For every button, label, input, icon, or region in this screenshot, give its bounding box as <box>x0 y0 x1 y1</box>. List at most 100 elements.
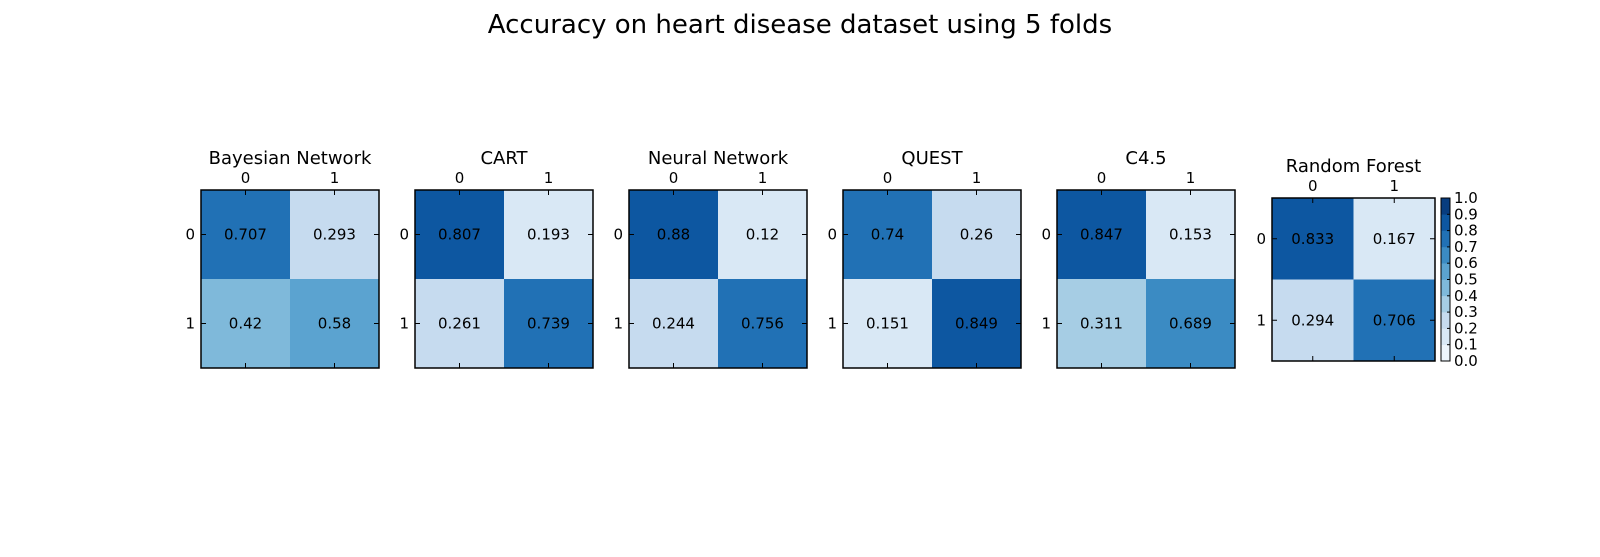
y-tick-label: 0 <box>185 226 195 244</box>
y-tick-label: 0 <box>1256 230 1266 248</box>
cell-value-label: 0.151 <box>866 315 909 333</box>
colorbar: 0.00.10.20.30.40.50.60.70.80.91.0 <box>1440 189 1478 370</box>
cell-value-label: 0.88 <box>657 226 690 244</box>
heatmap-quest: 0.74 0.26 0.151 0.849 0 1 0 1 QUEST <box>827 148 1022 369</box>
heatmap-frame <box>414 189 594 369</box>
colorbar-tick-label: 1.0 <box>1454 189 1478 207</box>
cell-value-label: 0.58 <box>318 315 351 333</box>
figure-title: Accuracy on heart disease dataset using … <box>488 10 1112 40</box>
colorbar-tick-label: 0.1 <box>1454 336 1478 354</box>
heatmap-cell <box>290 279 379 368</box>
heatmap-cell <box>932 190 1021 279</box>
colorbar-tick-label: 0.2 <box>1454 319 1478 337</box>
heatmap-frame <box>200 189 380 369</box>
y-tick-label: 1 <box>613 315 623 333</box>
heatmap-title: QUEST <box>901 148 963 169</box>
x-tick-label: 0 <box>883 169 893 187</box>
cell-value-label: 0.739 <box>527 315 570 333</box>
heatmap-title: Bayesian Network <box>209 148 372 169</box>
heatmap-c4-5: 0.847 0.153 0.311 0.689 0 1 0 1 C4.5 <box>1041 148 1236 369</box>
colorbar-segment <box>1441 230 1450 248</box>
colorbar-segment <box>1441 263 1450 280</box>
colorbar-tick-label: 0.3 <box>1454 303 1478 321</box>
cell-value-label: 0.847 <box>1080 226 1123 244</box>
colorbar-segment <box>1441 214 1450 231</box>
heatmap-frame <box>628 189 808 369</box>
cell-value-label: 0.294 <box>1291 311 1334 329</box>
heatmap-cell <box>1057 279 1146 368</box>
cell-value-label: 0.153 <box>1169 226 1212 244</box>
heatmap-cell <box>718 190 807 279</box>
heatmap-cart: 0.807 0.193 0.261 0.739 0 1 0 1 CART <box>399 148 594 369</box>
heatmap-cell <box>504 190 593 279</box>
cell-value-label: 0.26 <box>960 226 993 244</box>
heatmap-title: CART <box>480 148 528 169</box>
y-tick-label: 0 <box>1041 226 1051 244</box>
y-tick-label: 0 <box>827 226 837 244</box>
y-tick-label: 1 <box>185 315 195 333</box>
cell-value-label: 0.12 <box>746 226 779 244</box>
x-tick-label: 1 <box>972 169 982 187</box>
x-tick-label: 1 <box>544 169 554 187</box>
heatmap-title: Random Forest <box>1286 156 1421 177</box>
cell-value-label: 0.293 <box>313 226 356 244</box>
colorbar-segment <box>1441 344 1450 362</box>
heatmap-cell <box>504 279 593 368</box>
x-tick-label: 0 <box>1308 177 1318 195</box>
y-tick-label: 1 <box>1041 315 1051 333</box>
x-tick-label: 0 <box>669 169 679 187</box>
heatmap-cell <box>1353 279 1435 361</box>
cell-value-label: 0.807 <box>438 226 481 244</box>
y-tick-label: 0 <box>613 226 623 244</box>
heatmap-title: Neural Network <box>648 148 789 169</box>
heatmap-cell <box>415 279 504 368</box>
colorbar-tick-label: 0.8 <box>1454 222 1478 240</box>
heatmap-cell <box>843 190 932 279</box>
colorbar-tick-label: 0.5 <box>1454 271 1478 289</box>
heatmap-cell <box>415 190 504 279</box>
x-tick-label: 1 <box>1389 177 1399 195</box>
cell-value-label: 0.756 <box>741 315 784 333</box>
y-tick-label: 1 <box>827 315 837 333</box>
x-tick-label: 1 <box>330 169 340 187</box>
heatmap-cell <box>1272 198 1354 280</box>
colorbar-segment <box>1441 246 1450 264</box>
heatmap-cell <box>718 279 807 368</box>
heatmap-cell <box>1146 190 1235 279</box>
colorbar-segment <box>1441 279 1450 297</box>
heatmap-cell <box>1057 190 1146 279</box>
heatmap-cell <box>1272 279 1354 361</box>
cell-value-label: 0.833 <box>1291 230 1334 248</box>
x-tick-label: 0 <box>1097 169 1107 187</box>
colorbar-segment <box>1441 312 1450 329</box>
y-tick-label: 1 <box>1256 311 1266 329</box>
heatmap-cell <box>201 190 290 279</box>
heatmap-cell <box>1353 198 1435 280</box>
colorbar-tick-label: 0.4 <box>1454 287 1478 305</box>
colorbar-tick-label: 0.0 <box>1454 352 1478 370</box>
colorbar-segment <box>1441 328 1450 345</box>
x-tick-label: 1 <box>758 169 768 187</box>
heatmap-cell <box>1146 279 1235 368</box>
heatmap-cell <box>932 279 1021 368</box>
heatmap-frame <box>842 189 1022 369</box>
cell-value-label: 0.707 <box>224 226 267 244</box>
y-tick-label: 0 <box>399 226 409 244</box>
cell-value-label: 0.706 <box>1373 311 1416 329</box>
colorbar-tick-label: 0.9 <box>1454 205 1478 223</box>
heatmap-cell <box>629 190 718 279</box>
colorbar-segment <box>1441 198 1450 215</box>
cell-value-label: 0.311 <box>1080 315 1123 333</box>
colorbar-tick-label: 0.6 <box>1454 254 1478 272</box>
heatmap-frame <box>1056 189 1236 369</box>
cell-value-label: 0.74 <box>871 226 904 244</box>
x-tick-label: 0 <box>455 169 465 187</box>
y-tick-label: 1 <box>399 315 409 333</box>
heatmap-title: C4.5 <box>1125 148 1166 169</box>
heatmap-cell <box>201 279 290 368</box>
